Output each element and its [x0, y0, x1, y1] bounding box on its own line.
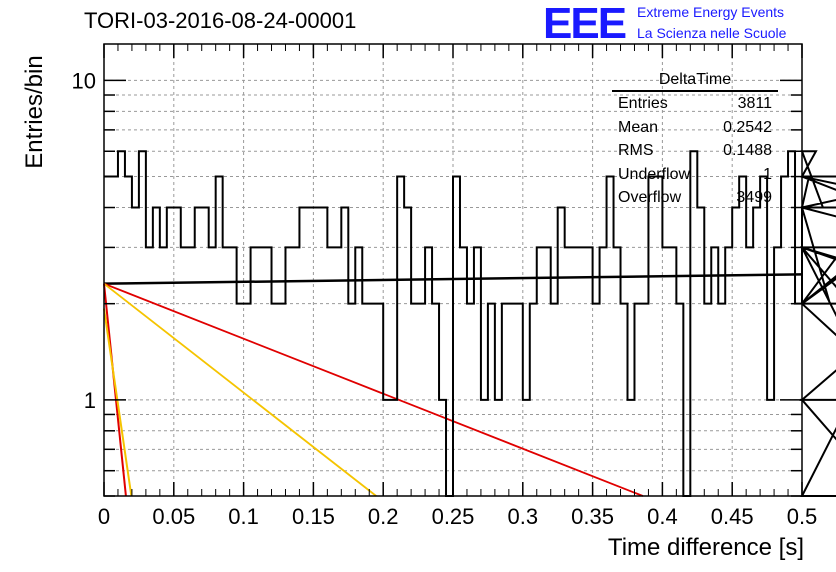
- stats-value: 3811: [737, 95, 772, 112]
- axis-ticks: [103, 44, 803, 497]
- axis-tick-labels: 0 0.05 0.1 0.15 0.2 0.25 0.3 0.35 0.4 0.45 0.5 1 10: [72, 68, 818, 529]
- stats-row-entries: Entries 3811: [612, 92, 778, 116]
- x-tick-label: 0: [98, 504, 110, 529]
- x-tick-label: 0.45: [711, 504, 754, 529]
- stats-row-mean: Mean 0.2542: [612, 116, 778, 140]
- eee-logo-mark: EEE: [543, 0, 627, 48]
- stats-label: Mean: [618, 118, 659, 136]
- stats-label: Entries: [618, 95, 668, 112]
- x-tick-label: 0.15: [292, 504, 335, 529]
- fit-curves: [103, 273, 803, 497]
- stats-value: 0.2542: [723, 118, 772, 136]
- fit-curve: [103, 282, 377, 497]
- y-tick-label: 1: [84, 388, 96, 413]
- stats-row-overflow: Overflow 3499: [612, 186, 778, 210]
- plot-title: TORI-03-2016-08-24-00001: [84, 8, 357, 33]
- stats-row-rms: RMS 0.1488: [612, 139, 778, 163]
- stats-label: Underflow: [618, 165, 691, 183]
- stats-row-underflow: Underflow 1: [612, 163, 778, 187]
- stats-label: Overflow: [618, 189, 682, 206]
- logo-line-2: La Scienza nelle Scuole: [637, 25, 787, 41]
- x-tick-label: 0.5: [787, 504, 818, 529]
- stats-value: 1: [763, 165, 772, 183]
- x-tick-label: 0.1: [228, 504, 259, 529]
- y-axis-label: Entries/bin: [21, 55, 48, 169]
- stats-value: 0.1488: [723, 142, 772, 159]
- x-tick-label: 0.2: [368, 504, 399, 529]
- x-tick-label: 0.05: [152, 504, 195, 529]
- stats-box-title: DeltaTime: [612, 70, 778, 92]
- x-tick-label: 0.35: [571, 504, 614, 529]
- histogram-step-line: [104, 150, 836, 497]
- x-axis-label: Time difference [s]: [607, 534, 804, 561]
- logo-line-1: Extreme Energy Events: [637, 4, 785, 20]
- stats-label: RMS: [618, 142, 654, 159]
- x-tick-label: 0.3: [508, 504, 539, 529]
- fit-curve: [103, 282, 644, 497]
- stats-value: 3499: [736, 189, 772, 206]
- x-tick-label: 0.4: [647, 504, 678, 529]
- y-tick-label: 10: [72, 68, 96, 93]
- fit-curve: [103, 308, 133, 497]
- stats-box: DeltaTime Entries 3811 Mean 0.2542 RMS 0.14…: [612, 70, 778, 210]
- x-tick-label: 0.25: [432, 504, 475, 529]
